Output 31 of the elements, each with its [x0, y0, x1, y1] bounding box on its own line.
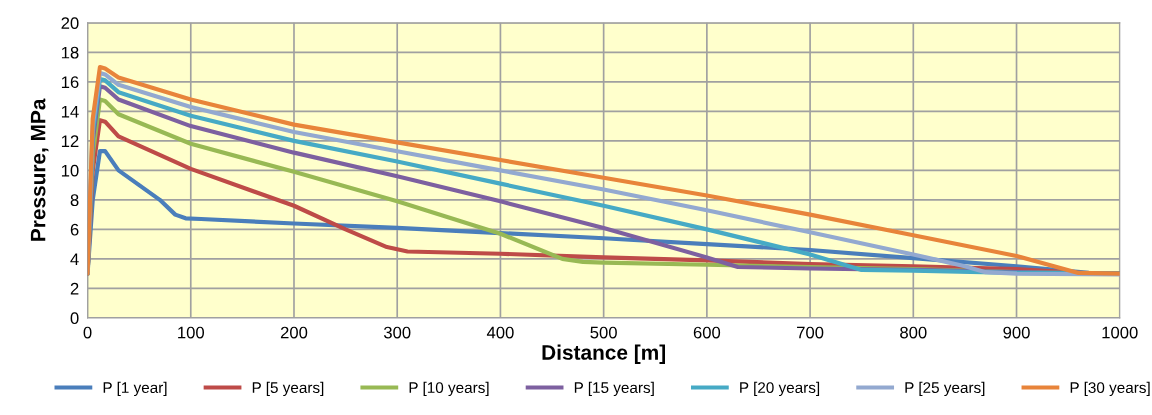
legend-label: P [1 year]: [103, 381, 167, 397]
x-tick-label: 700: [797, 326, 824, 339]
x-tick-label: 900: [1003, 326, 1030, 339]
x-axis-title: Distance [m]: [542, 344, 665, 364]
y-axis-title: Pressure, MPa: [30, 98, 49, 241]
legend-label: P [20 years]: [740, 381, 820, 397]
x-tick-label: 100: [178, 326, 205, 339]
y-tick-label: 12: [61, 135, 79, 147]
y-tick-label: 16: [61, 76, 79, 89]
x-tick-label: 300: [383, 326, 411, 339]
x-tick-label: 600: [693, 326, 721, 339]
x-tick-label: 200: [280, 326, 308, 339]
y-tick-label: 6: [70, 223, 79, 236]
y-tick-label: 2: [70, 282, 79, 295]
legend-label: P [10 years]: [409, 381, 489, 397]
x-tick-label: 500: [590, 326, 617, 339]
y-tick-label: 8: [70, 194, 79, 207]
legend-label: P [15 years]: [574, 381, 654, 397]
x-tick-label: 800: [900, 326, 927, 339]
y-tick-label: 20: [61, 17, 79, 30]
y-tick-label: 4: [70, 253, 79, 265]
x-tick-label: 0: [83, 326, 92, 339]
legend-label: P [5 years]: [252, 381, 324, 397]
x-tick-label: 1000: [1102, 326, 1138, 339]
x-tick-label: 400: [486, 326, 514, 339]
y-tick-label: 10: [61, 164, 79, 177]
legend-label: P [25 years]: [905, 381, 985, 397]
y-tick-label: 0: [70, 312, 79, 325]
y-tick-label: 14: [61, 105, 79, 118]
y-tick-label: 18: [61, 46, 79, 59]
legend-label: P [30 years]: [1070, 381, 1150, 397]
